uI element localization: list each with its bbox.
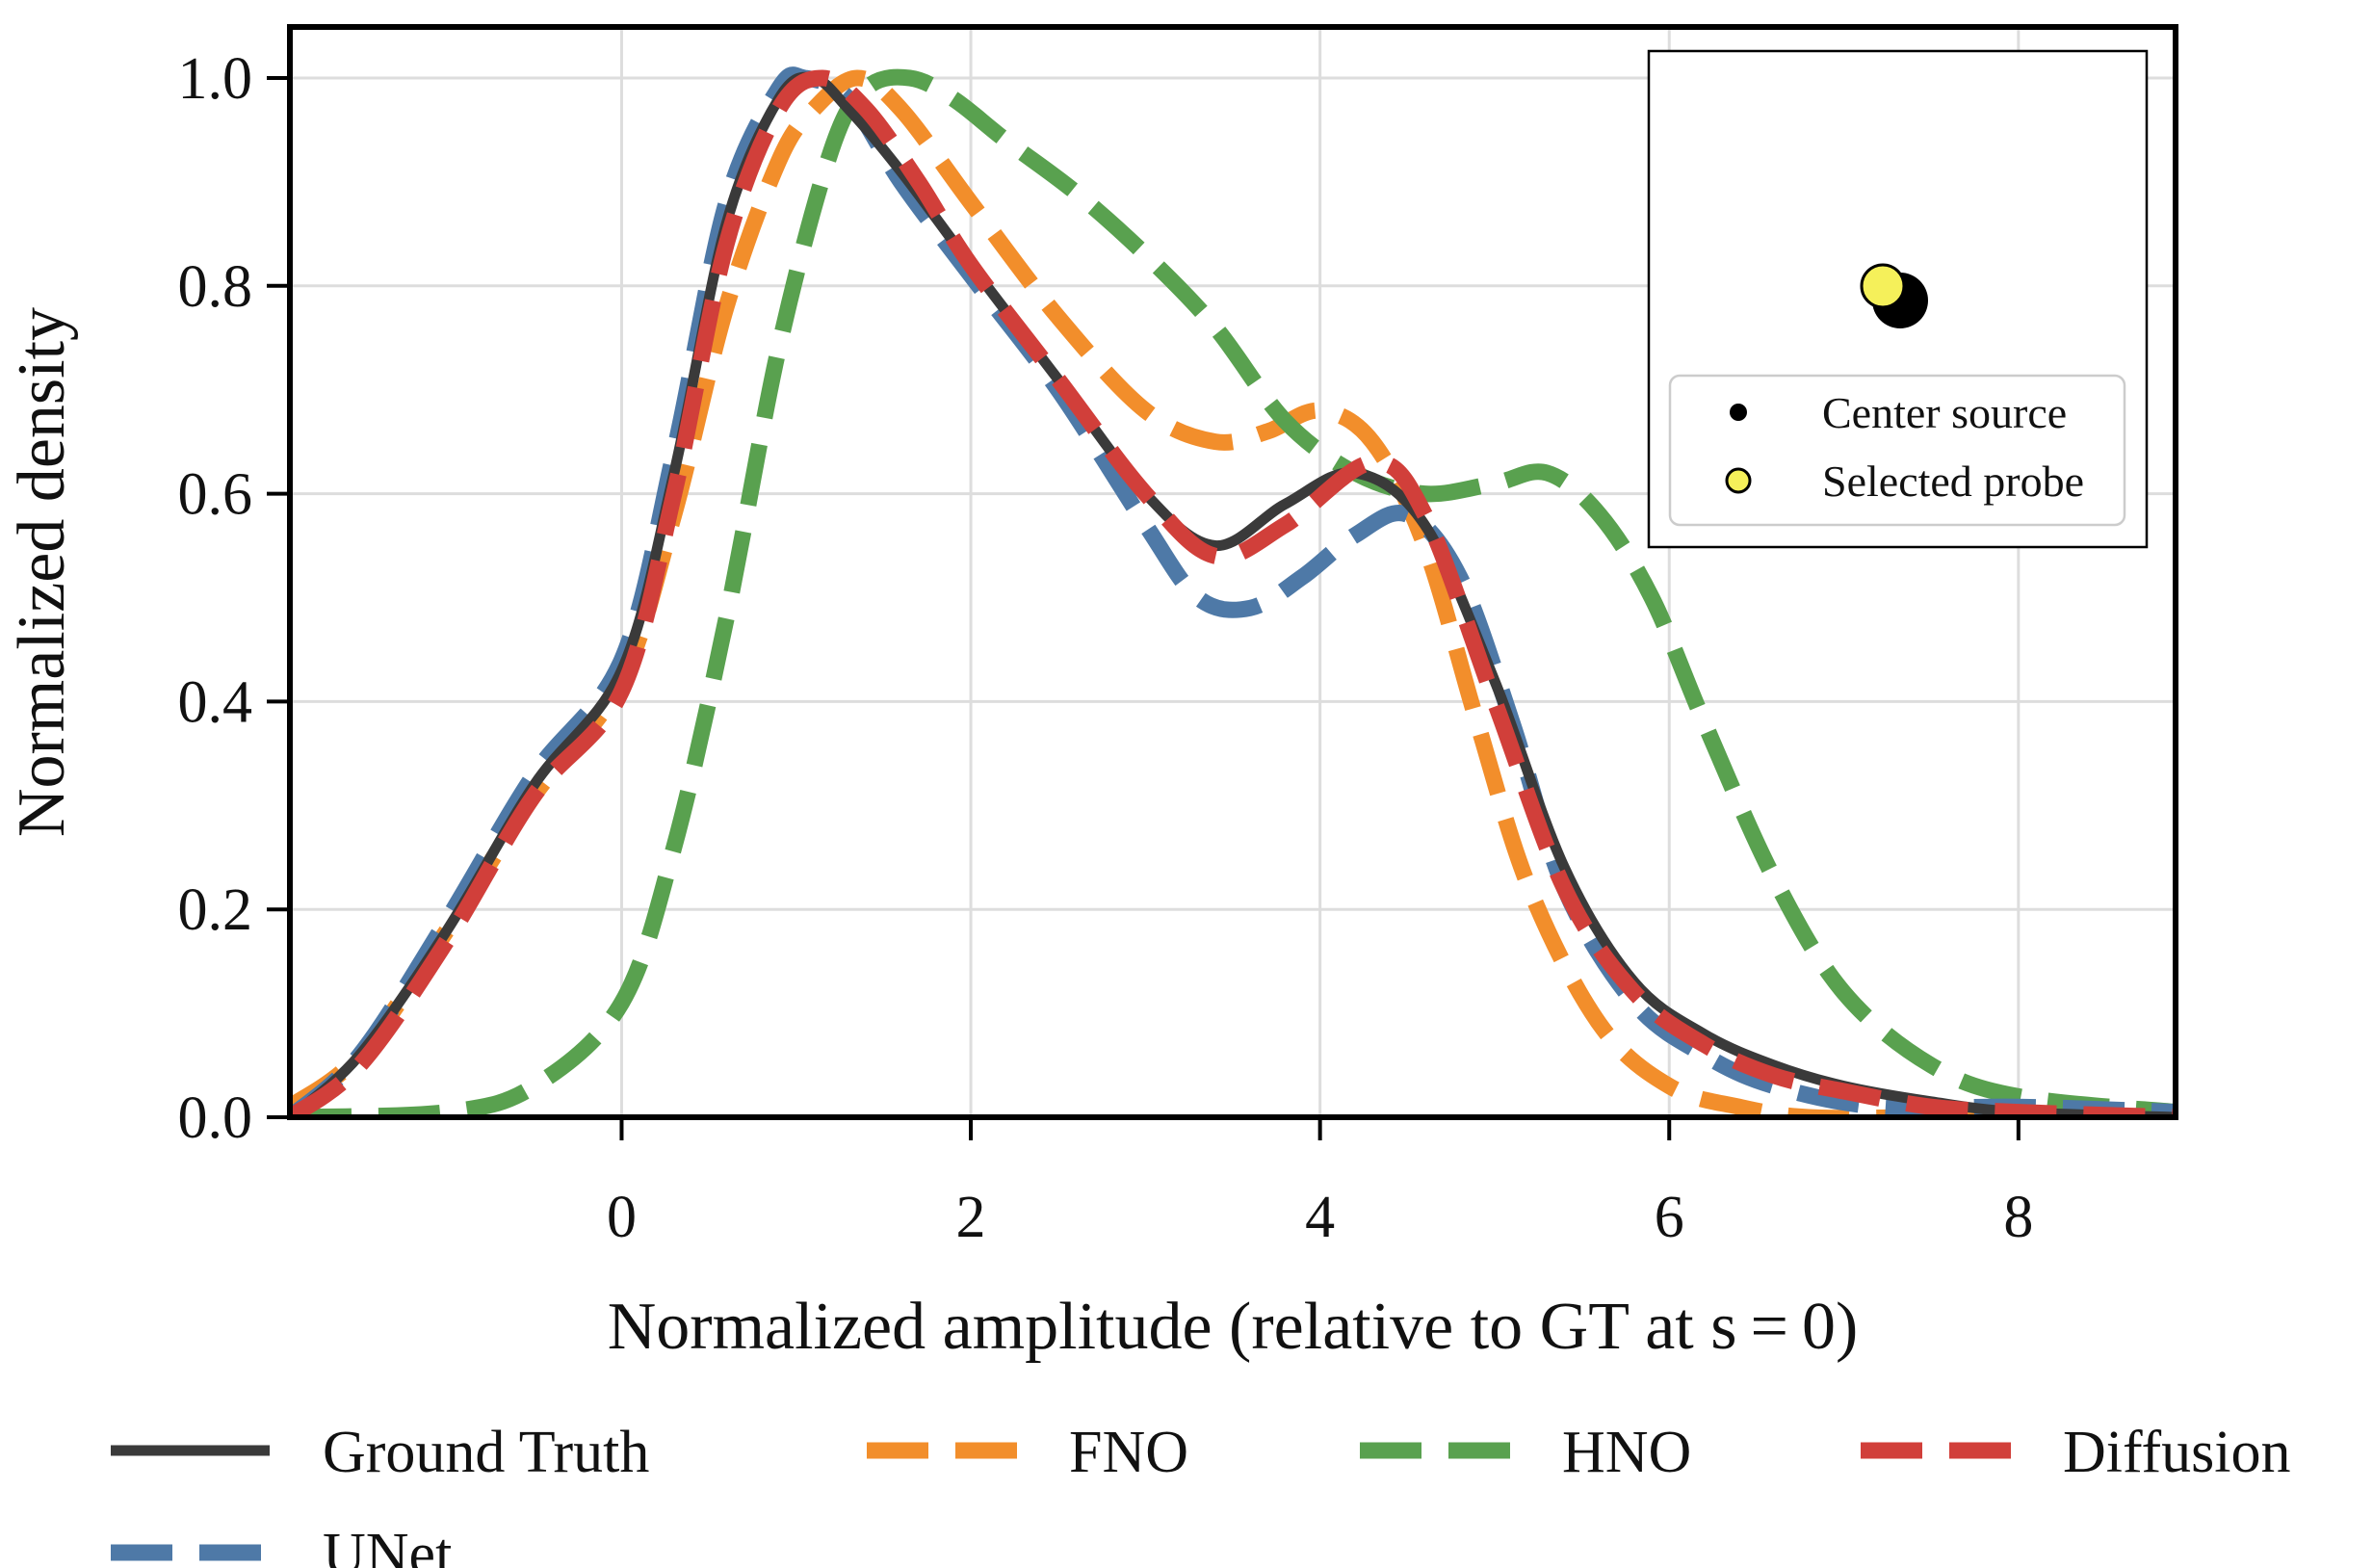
selected-probe-marker (1860, 263, 1906, 309)
x-tick-label: 4 (1305, 1185, 1335, 1250)
x-tick-label: 2 (956, 1185, 986, 1250)
y-tick-label: 1.0 (178, 46, 253, 112)
y-axis-title: Normalized density (5, 307, 79, 837)
plot-frame (287, 24, 2178, 1120)
x-tick-label: 6 (1655, 1185, 1684, 1250)
inset-legend-box (1668, 374, 2126, 527)
inset-legend-label-center: Center source (1822, 388, 2067, 437)
series-hno-line (290, 68, 2176, 1117)
inset-panel: Center source Selected probe (1647, 49, 2149, 549)
legend-label-fno: FNO (1069, 1420, 1188, 1485)
y-tick-label: 0.4 (178, 669, 253, 735)
legend-label-hno: HNO (1562, 1420, 1691, 1485)
inset-legend-black-dot (1730, 404, 1747, 421)
legend-label-unet: UNet (323, 1522, 452, 1568)
legend: Ground Truth FNO HNO Diffusion UNet (111, 1420, 2291, 1568)
y-ticks: 0.0 0.2 0.4 0.6 0.8 1.0 (178, 46, 290, 1151)
inset-legend-label-probe: Selected probe (1822, 457, 2084, 506)
x-tick-label: 0 (607, 1185, 637, 1250)
x-ticks: 0 2 4 6 8 (607, 1117, 2033, 1250)
series-lines (290, 66, 2176, 1117)
y-tick-label: 0.6 (178, 462, 253, 528)
inset-legend-yellow-dot (1725, 467, 1752, 494)
series-diffusion-line (290, 69, 2176, 1117)
x-tick-label: 8 (2003, 1185, 2033, 1250)
legend-label-diffusion: Diffusion (2063, 1420, 2291, 1485)
legend-label-ground-truth: Ground Truth (323, 1420, 649, 1485)
y-tick-label: 0.8 (178, 254, 253, 320)
y-tick-label: 0.0 (178, 1085, 253, 1151)
x-axis-title: Normalized amplitude (relative to GT at … (608, 1290, 1859, 1364)
y-tick-label: 0.2 (178, 877, 253, 943)
